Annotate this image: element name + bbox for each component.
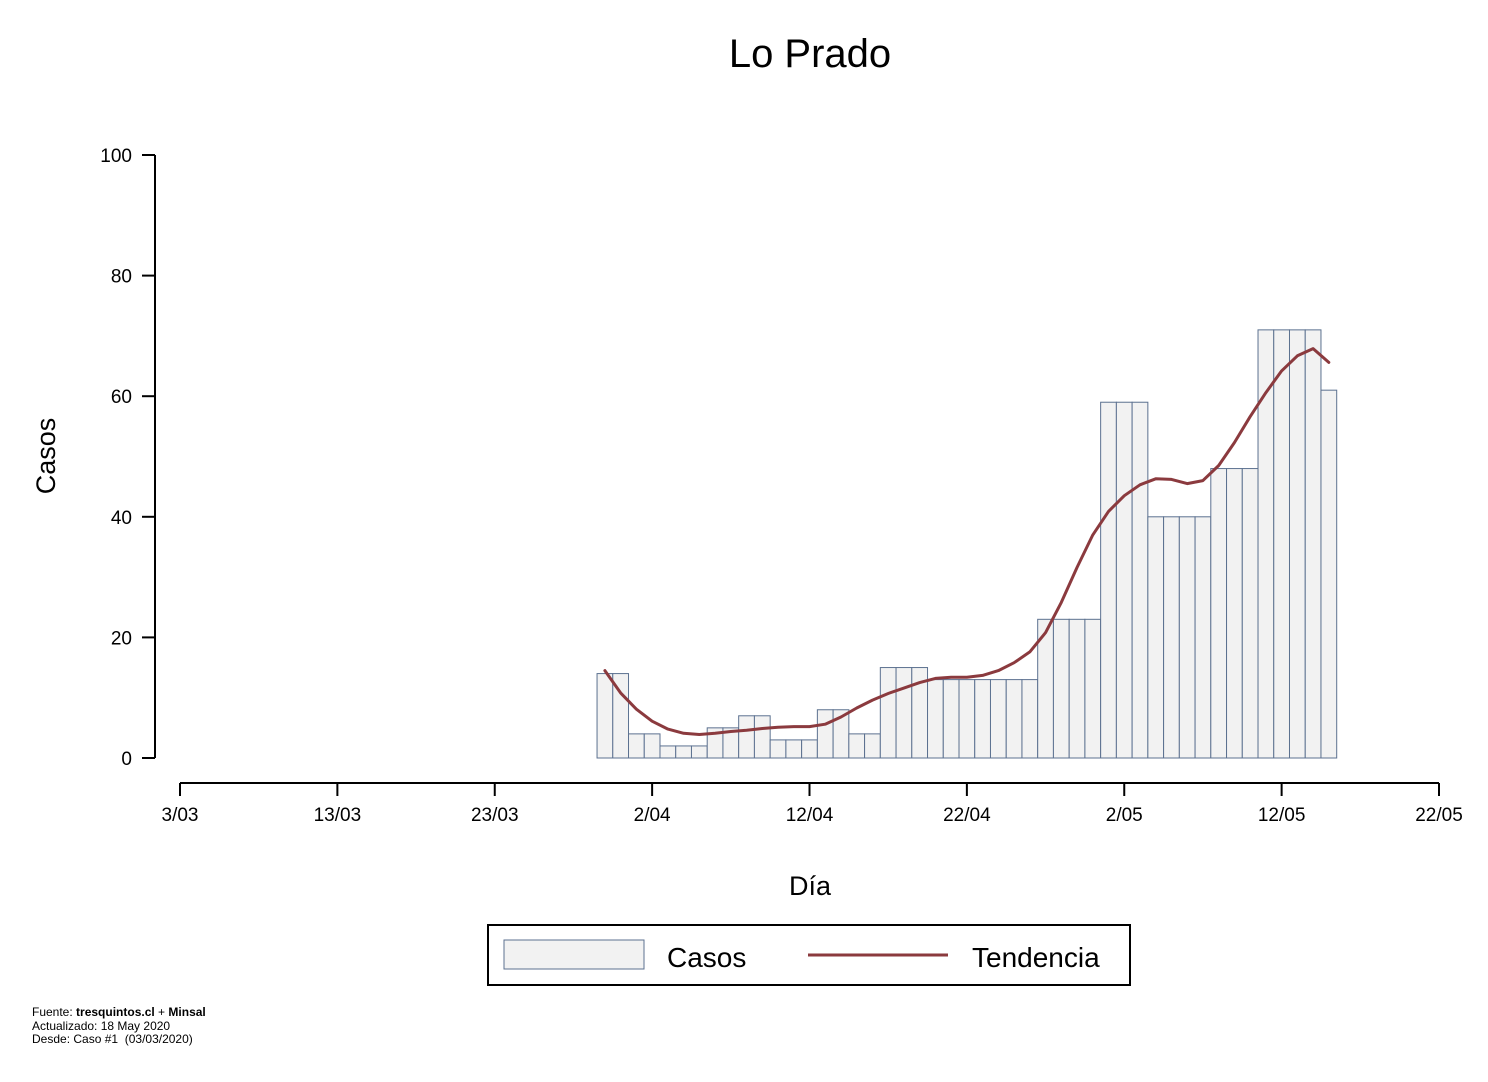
x-axis-label: Día: [789, 871, 832, 901]
bar: [1226, 468, 1243, 759]
x-axis: 3/03 13/03 23/03 2/04 12/04 22/04 2/05 12/05 22/…: [162, 782, 1463, 826]
footer: Fuente: tresquintos.cl + Minsal Actualiz…: [32, 1005, 206, 1047]
footer-source-site: tresquintos.cl: [76, 1005, 155, 1019]
footer-source: Fuente: tresquintos.cl + Minsal: [32, 1005, 206, 1020]
bar: [974, 679, 991, 759]
legend-swatch-casos: [503, 939, 645, 970]
y-tick-label: 0: [121, 749, 132, 770]
bar: [596, 673, 614, 759]
bar: [1084, 618, 1102, 759]
bar: [848, 733, 866, 759]
y-tick-label: 20: [111, 628, 132, 649]
bar: [1178, 516, 1196, 759]
bar: [1068, 618, 1086, 759]
bar: [1163, 516, 1180, 759]
x-tick-label: 3/03: [162, 805, 199, 826]
bars: [596, 329, 1338, 759]
bar: [1288, 329, 1306, 759]
bar: [738, 715, 755, 759]
footer-source-name: Minsal: [168, 1005, 206, 1019]
bar: [1147, 516, 1165, 759]
bar: [628, 733, 645, 759]
bar: [816, 709, 834, 759]
bar: [612, 673, 630, 759]
bar: [879, 667, 897, 759]
bar: [1194, 516, 1212, 759]
bar: [675, 745, 692, 759]
x-tick-label: 2/04: [634, 805, 671, 826]
legend: Casos Tendencia: [487, 924, 1131, 986]
bar: [1115, 401, 1133, 759]
y-axis: 0 20 40 60 80 100: [100, 146, 156, 770]
legend-label-tendencia: Tendencia: [972, 942, 1100, 973]
bar: [1320, 389, 1338, 759]
bar: [643, 733, 661, 759]
bar: [659, 745, 677, 759]
bar: [1210, 468, 1228, 759]
footer-updated: Actualizado: 18 May 2020: [32, 1018, 171, 1033]
x-tick-label: 22/05: [1415, 805, 1463, 826]
bar: [895, 667, 913, 759]
bar: [785, 739, 803, 759]
legend-label-casos: Casos: [667, 942, 746, 973]
bar: [1005, 679, 1023, 759]
footer-source-separator: +: [154, 1005, 169, 1019]
x-tick-label: 2/05: [1106, 805, 1143, 826]
bar: [1100, 401, 1117, 759]
bar: [989, 679, 1007, 759]
trend-line-group: [603, 347, 1331, 736]
x-tick-label: 13/03: [314, 805, 362, 826]
bar: [769, 739, 787, 759]
footer-since: Desde: Caso #1 (03/03/2020): [32, 1032, 193, 1046]
bar: [958, 679, 976, 759]
y-tick-label: 100: [100, 146, 132, 167]
bar: [864, 733, 881, 759]
x-tick-label: 22/04: [943, 805, 991, 826]
x-tick-label: 23/03: [471, 805, 519, 826]
bar: [1241, 468, 1259, 759]
bar: [801, 739, 818, 759]
bar: [1052, 618, 1070, 759]
y-tick-label: 80: [111, 267, 132, 288]
y-tick-label: 60: [111, 387, 132, 408]
chart-title: Lo Prado: [729, 32, 891, 76]
trend-line: [603, 347, 1331, 736]
bar: [1021, 679, 1039, 759]
bar: [753, 715, 771, 759]
bar: [942, 679, 960, 759]
bar: [690, 745, 708, 759]
bar: [1304, 329, 1322, 759]
bar: [1131, 401, 1149, 759]
x-tick-label: 12/05: [1258, 805, 1306, 826]
y-axis-label: Casos: [31, 418, 61, 495]
bar: [1273, 329, 1290, 759]
footer-source-prefix: Fuente:: [32, 1005, 77, 1019]
bar: [927, 679, 944, 759]
y-tick-label: 40: [111, 508, 132, 529]
x-tick-label: 12/04: [786, 805, 834, 826]
